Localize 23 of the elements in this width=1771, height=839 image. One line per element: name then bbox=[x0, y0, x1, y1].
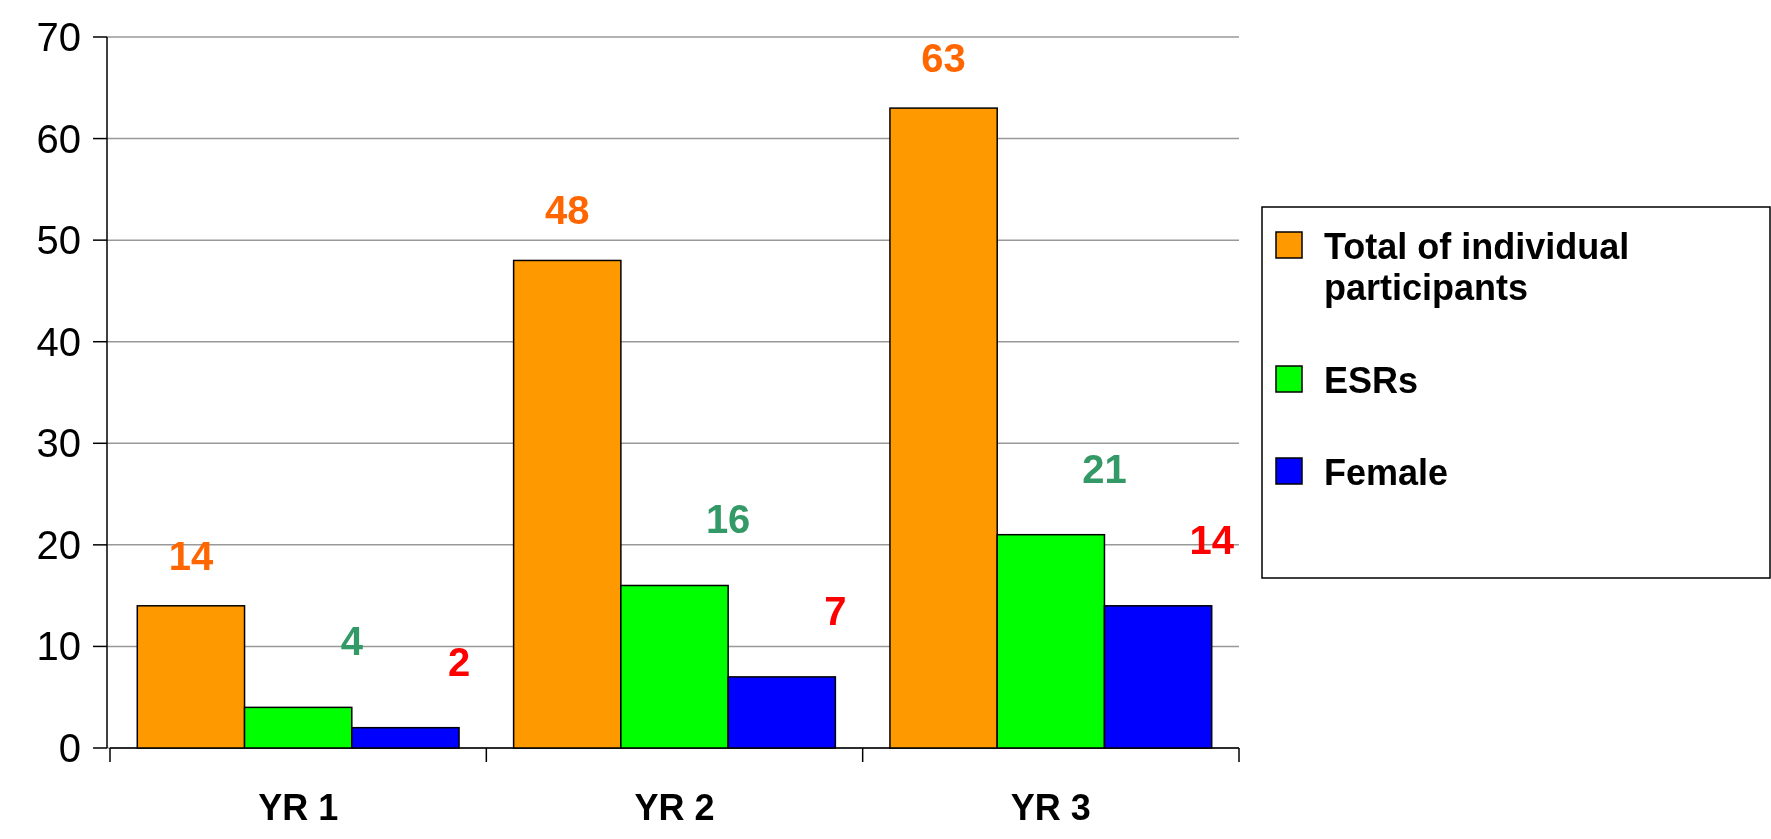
data-label: 4 bbox=[340, 619, 364, 664]
x-tick-label: YR 3 bbox=[1010, 787, 1091, 828]
y-tick-label: 50 bbox=[36, 218, 81, 263]
data-label: 2 bbox=[447, 639, 471, 684]
data-label: 48 bbox=[544, 188, 590, 233]
data-label: 21 bbox=[1082, 446, 1127, 491]
data-label: 14 bbox=[168, 533, 214, 578]
y-tick-label: 40 bbox=[36, 319, 81, 364]
y-tick-label: 0 bbox=[58, 726, 81, 770]
y-tick-label: 70 bbox=[36, 15, 81, 59]
y-tick-label: 20 bbox=[36, 522, 81, 567]
data-label: 14 bbox=[1189, 517, 1235, 562]
y-tick-label: 60 bbox=[36, 116, 81, 161]
legend-label: ESRs bbox=[1324, 359, 1419, 401]
data-label: 7 bbox=[824, 588, 847, 633]
data-label: 63 bbox=[921, 36, 966, 81]
legend-label: Total of individual participants bbox=[1324, 225, 1630, 308]
y-tick-label: 30 bbox=[36, 421, 81, 466]
data-label: 16 bbox=[705, 497, 751, 542]
legend-label: Female bbox=[1324, 451, 1449, 493]
x-tick-label: YR 2 bbox=[634, 787, 715, 828]
y-tick-label: 10 bbox=[36, 624, 81, 669]
x-tick-label: YR 1 bbox=[258, 787, 339, 828]
